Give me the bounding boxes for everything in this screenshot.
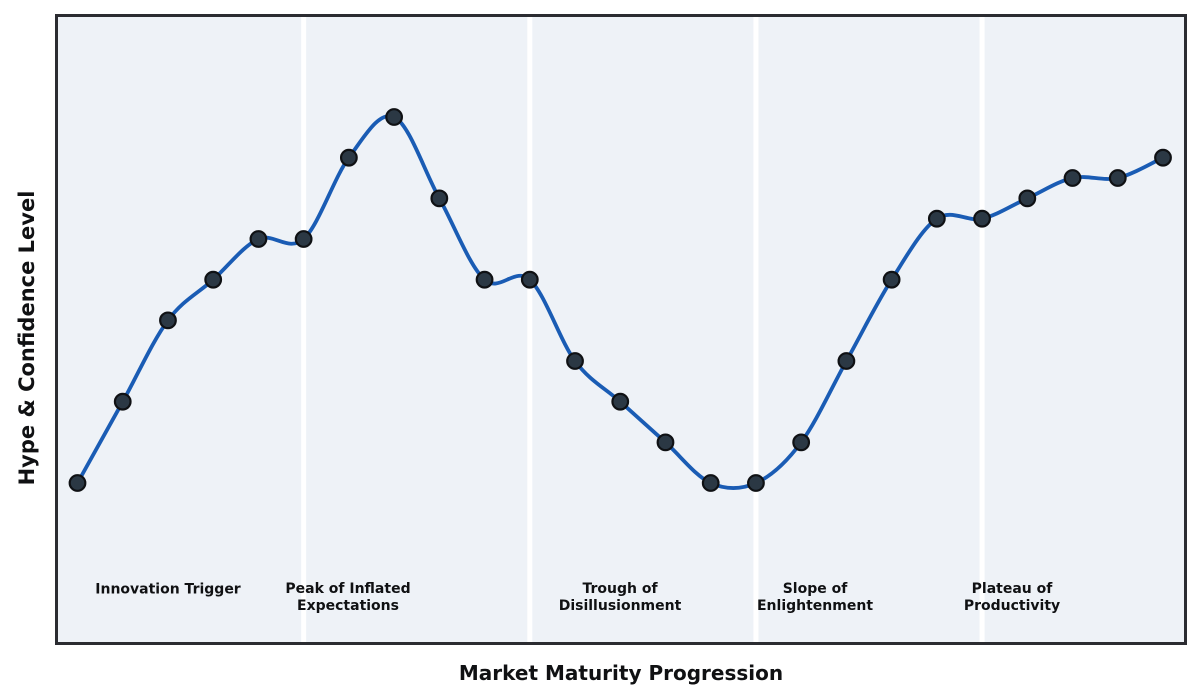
phase-label-peak-of-inflated-expectations: Peak of Inflated Expectations — [285, 581, 411, 614]
data-point-marker — [204, 270, 223, 289]
plot-border — [55, 14, 1187, 645]
plot-area — [56, 15, 1186, 644]
data-point-marker — [113, 392, 132, 411]
data-point-marker — [747, 474, 765, 492]
data-point-marker — [1154, 148, 1172, 167]
data-point-marker — [973, 209, 991, 228]
data-point-marker — [68, 474, 87, 492]
data-point-marker — [520, 270, 539, 289]
data-point-marker — [611, 392, 630, 411]
data-point-marker — [475, 270, 494, 289]
data-point-marker — [837, 352, 856, 370]
phase-label-trough-of-disillusionment: Trough of Disillusionment — [558, 581, 682, 614]
x-axis-label: Market Maturity Progression — [458, 661, 784, 685]
phase-label-slope-of-enlightenment: Slope of Enlightenment — [756, 581, 874, 614]
data-point-marker — [1108, 169, 1127, 187]
data-point-marker — [656, 433, 675, 452]
data-point-marker — [249, 230, 268, 248]
data-point-marker — [701, 474, 720, 492]
y-axis-label: Hype & Confidence Level — [15, 190, 39, 486]
data-point-marker — [566, 352, 584, 370]
data-point-marker — [430, 189, 449, 208]
data-point-marker — [792, 433, 811, 452]
data-point-marker — [159, 311, 177, 330]
data-point-marker — [1063, 169, 1082, 187]
data-point-marker — [882, 270, 901, 289]
data-point-marker — [385, 108, 404, 126]
phase-label-innovation-trigger: Innovation Trigger — [95, 581, 241, 598]
data-point-marker — [339, 148, 358, 167]
data-point-marker — [1018, 189, 1037, 208]
data-point-marker — [927, 209, 946, 228]
phase-label-plateau-of-productivity: Plateau of Productivity — [963, 581, 1061, 614]
data-point-marker — [294, 230, 313, 248]
